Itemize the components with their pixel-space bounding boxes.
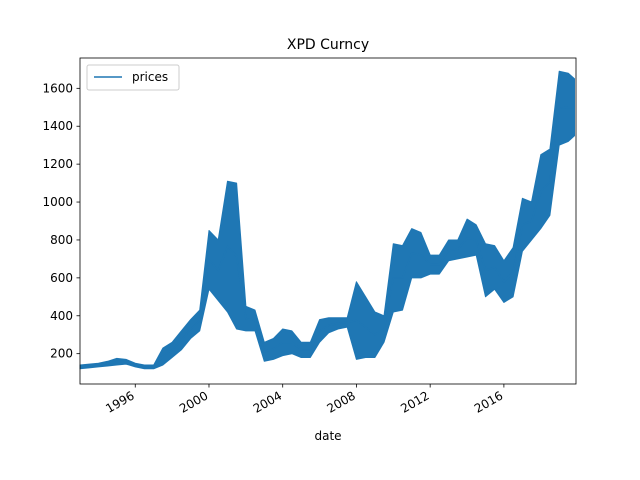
y-tick-label: 400 [50, 309, 73, 323]
y-tick-label: 1000 [42, 195, 73, 209]
x-axis-label: date [314, 429, 341, 443]
y-tick-label: 200 [50, 347, 73, 361]
chart-title: XPD Curncy [287, 37, 369, 53]
y-tick-label: 1600 [42, 81, 73, 95]
y-tick-label: 1200 [42, 157, 73, 171]
y-tick-label: 600 [50, 271, 73, 285]
y-tick-label: 1400 [42, 119, 73, 133]
legend: prices [86, 64, 180, 91]
series-line-prices [79, 106, 575, 368]
legend-box [86, 64, 180, 91]
y-tick-label: 800 [50, 233, 73, 247]
axes-frame [79, 57, 577, 385]
plot-area [79, 70, 575, 370]
legend-label-prices: prices [132, 70, 168, 84]
y-axis: 200 400 600 800 1000 1200 1400 1600 [42, 81, 80, 361]
